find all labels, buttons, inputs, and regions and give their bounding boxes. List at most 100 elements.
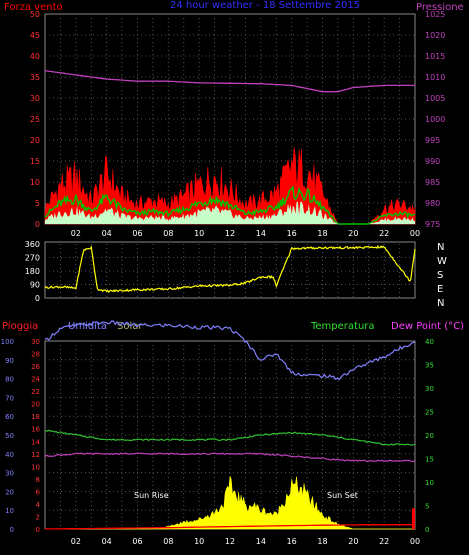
rain-tick-label: 20 bbox=[5, 488, 14, 496]
rain-tick-label: 60 bbox=[5, 413, 14, 421]
hour-tick-label: 10 bbox=[194, 537, 204, 546]
hour-tick-label: 00 bbox=[410, 229, 420, 238]
hour-tick-label: 00 bbox=[410, 537, 420, 546]
humidity-tick-label: 10 bbox=[31, 463, 40, 471]
rain-tick-label: 100 bbox=[1, 338, 14, 346]
temperature-tick-label: 35 bbox=[425, 362, 434, 370]
hour-tick-label: 22 bbox=[379, 537, 389, 546]
humidity-tick-label: 2 bbox=[36, 513, 40, 521]
humidity-tick-label: 28 bbox=[31, 351, 40, 359]
humidity-tick-label: 20 bbox=[31, 401, 40, 409]
solar-series bbox=[45, 475, 415, 530]
pressure-tick-label: 990 bbox=[425, 157, 440, 166]
pressure-tick-label: 985 bbox=[425, 178, 440, 187]
bottom-panel: 0102030405060708090100024681012141618202… bbox=[1, 320, 434, 546]
direction-tick-label: 180 bbox=[25, 267, 40, 276]
humidity-tick-label: 0 bbox=[36, 526, 40, 534]
rain-series bbox=[44, 524, 415, 530]
direction-tick-label: 90 bbox=[30, 281, 40, 290]
dewpoint-series bbox=[44, 452, 416, 463]
temperature-tick-label: 10 bbox=[425, 479, 434, 487]
humidity-series bbox=[44, 320, 416, 381]
bottom-labels: Pioggia Umidita Solar Temperatura Dew Po… bbox=[2, 321, 464, 332]
temperature-tick-label: 30 bbox=[425, 385, 434, 393]
wind-tick-label: 15 bbox=[30, 157, 40, 166]
wind-panel: 0510152025303540455097598098599099510001… bbox=[30, 10, 446, 238]
hour-tick-label: 22 bbox=[379, 229, 389, 238]
rain-tick-label: 50 bbox=[5, 432, 14, 440]
temperature-tick-label: 0 bbox=[425, 526, 429, 534]
wind-tick-label: 20 bbox=[30, 136, 40, 145]
pressure-tick-label: 1025 bbox=[425, 10, 445, 19]
compass-letter: S bbox=[437, 270, 443, 281]
wind-tick-label: 50 bbox=[30, 10, 40, 19]
wind-direction-series bbox=[44, 244, 416, 294]
humidity-tick-label: 12 bbox=[31, 451, 40, 459]
humidity-tick-label: 16 bbox=[31, 426, 40, 434]
direction-plot-frame bbox=[44, 241, 416, 299]
hour-tick-label: 04 bbox=[102, 537, 112, 546]
direction-tick-label: 360 bbox=[25, 240, 40, 249]
pressure-tick-label: 1010 bbox=[425, 73, 445, 82]
humidity-tick-label: 6 bbox=[36, 488, 41, 496]
pressure-tick-label: 1005 bbox=[425, 94, 445, 103]
hour-tick-label: 10 bbox=[194, 229, 204, 238]
temperature-tick-label: 20 bbox=[425, 432, 434, 440]
rain-label: Pioggia bbox=[2, 321, 38, 332]
rain-tick-label: 10 bbox=[5, 507, 14, 515]
wind-tick-label: 25 bbox=[30, 115, 40, 124]
rain-tick-label: 80 bbox=[5, 376, 14, 384]
rain-tick-label: 30 bbox=[5, 470, 14, 478]
pressure-tick-label: 995 bbox=[425, 136, 440, 145]
wind-tick-label: 10 bbox=[30, 178, 40, 187]
hour-tick-label: 18 bbox=[317, 537, 327, 546]
hour-tick-label: 08 bbox=[163, 537, 173, 546]
hour-tick-label: 16 bbox=[287, 537, 297, 546]
header-labels: Forza vento 24 hour weather - 18 Settemb… bbox=[4, 0, 464, 13]
hour-tick-label: 04 bbox=[102, 229, 112, 238]
sunset-label: Sun Set bbox=[327, 491, 358, 500]
temperature-tick-label: 15 bbox=[425, 456, 434, 464]
temperature-tick-label: 5 bbox=[425, 503, 429, 511]
chart-title: 24 hour weather - 18 Settembre 2015 bbox=[170, 0, 360, 11]
humidity-tick-label: 14 bbox=[31, 438, 40, 446]
wind-tick-label: 30 bbox=[30, 94, 40, 103]
humidity-tick-label: 4 bbox=[36, 501, 41, 509]
temperature-tick-label: 40 bbox=[425, 338, 434, 346]
wind-tick-label: 0 bbox=[35, 220, 40, 229]
humidity-tick-label: 24 bbox=[31, 376, 40, 384]
temperature-series bbox=[44, 429, 416, 446]
hour-tick-label: 16 bbox=[287, 229, 297, 238]
humidity-tick-label: 18 bbox=[31, 413, 40, 421]
hour-tick-label: 14 bbox=[256, 537, 266, 546]
rain-tick-label: 40 bbox=[5, 451, 14, 459]
temperature-tick-label: 25 bbox=[425, 409, 434, 417]
humidity-tick-label: 8 bbox=[36, 476, 40, 484]
rain-tick-label: 90 bbox=[5, 357, 14, 365]
humidity-tick-label: 22 bbox=[31, 388, 40, 396]
compass-letter: N bbox=[437, 242, 444, 253]
humidity-label: Umidita bbox=[68, 321, 107, 332]
hour-tick-label: 06 bbox=[132, 229, 142, 238]
rain-tick-label: 70 bbox=[5, 394, 14, 402]
wind-tick-label: 35 bbox=[30, 73, 40, 82]
pressure-tick-label: 975 bbox=[425, 220, 440, 229]
wind-tick-label: 40 bbox=[30, 52, 40, 61]
solar-label: Solar bbox=[117, 321, 143, 332]
humidity-tick-label: 26 bbox=[31, 363, 40, 371]
wind-axis-title: Forza vento bbox=[4, 2, 63, 13]
compass-letter: E bbox=[437, 284, 443, 295]
pressure-axis-title: Pressione bbox=[416, 2, 464, 13]
compass-letter: N bbox=[437, 298, 444, 309]
pressure-series bbox=[44, 70, 415, 93]
hour-tick-label: 20 bbox=[348, 537, 358, 546]
hour-tick-label: 12 bbox=[225, 537, 235, 546]
hour-tick-label: 02 bbox=[71, 229, 81, 238]
dewpoint-label: Dew Point (°C) bbox=[391, 321, 464, 332]
wind-tick-label: 5 bbox=[35, 199, 40, 208]
sunrise-label: Sun Rise bbox=[134, 491, 169, 500]
compass-letter: W bbox=[437, 256, 447, 267]
wind-min-series bbox=[45, 201, 415, 224]
